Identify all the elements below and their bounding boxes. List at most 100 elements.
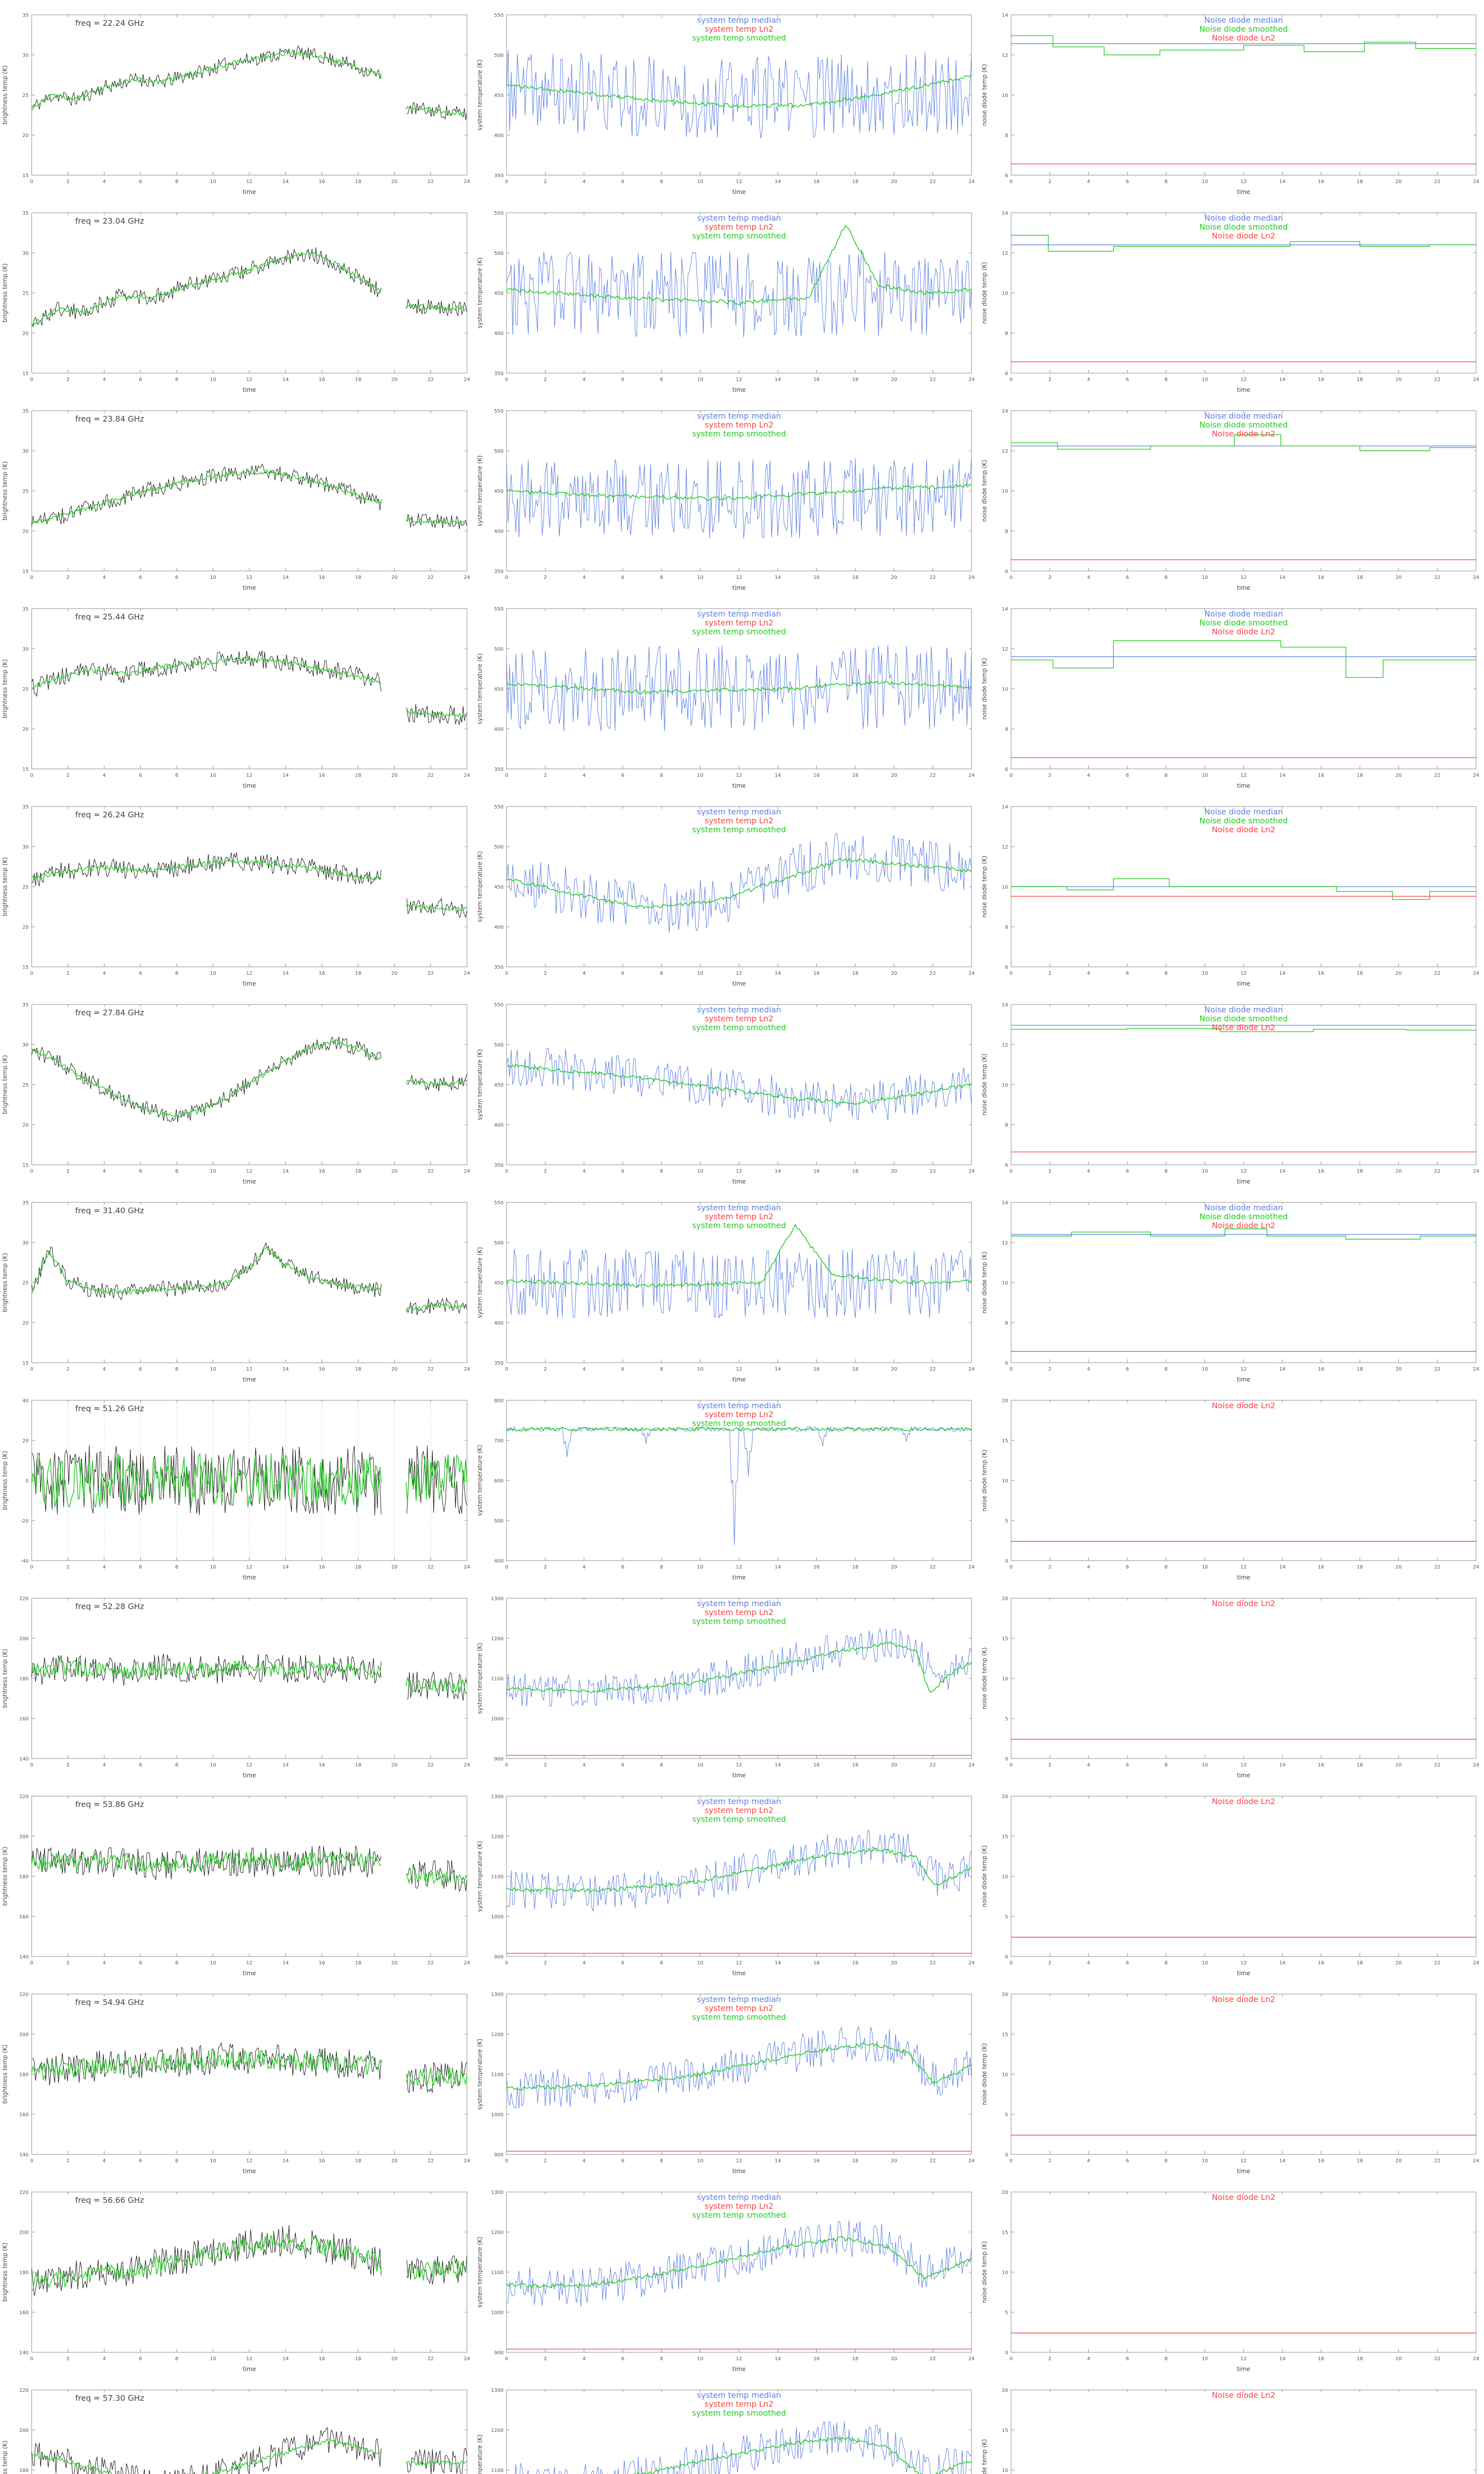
x-tick-label: 20 <box>391 2158 398 2164</box>
x-tick-label: 0 <box>505 2158 508 2164</box>
x-tick-label: 22 <box>1434 575 1440 580</box>
plot-frame <box>31 1202 467 1363</box>
x-tick-label: 14 <box>282 2356 289 2362</box>
y-tick-label: 1300 <box>491 1596 504 1602</box>
x-tick-label: 14 <box>1279 1367 1286 1372</box>
x-tick-label: 12 <box>1241 2158 1247 2164</box>
x-tick-label: 16 <box>813 1762 820 1768</box>
x-tick-label: 22 <box>1434 179 1440 185</box>
tb-smoothed-series <box>406 710 467 717</box>
x-tick-label: 4 <box>1087 179 1090 185</box>
x-tick-label: 16 <box>1318 377 1324 382</box>
x-axis-label: time <box>1237 1772 1250 1779</box>
x-tick-label: 12 <box>246 377 253 382</box>
legend-entry: Noise diode Ln2 <box>1212 825 1275 834</box>
x-tick-label: 10 <box>210 971 216 976</box>
x-tick-label: 12 <box>1241 971 1247 976</box>
x-tick-label: 16 <box>1318 971 1324 976</box>
x-axis-label: time <box>1237 2366 1250 2373</box>
x-tick-label: 14 <box>282 1762 289 1768</box>
y-tick-label: -40 <box>21 1559 29 1564</box>
x-tick-label: 12 <box>246 1565 253 1570</box>
y-tick-label: 200 <box>19 2428 29 2433</box>
y-axis-label: system temperature (K) <box>476 455 483 526</box>
y-tick-label: 500 <box>494 1240 504 1246</box>
y-tick-label: 10 <box>1002 2072 1008 2078</box>
x-tick-label: 8 <box>175 1169 178 1174</box>
x-axis-label: time <box>732 584 745 591</box>
tb-raw-series <box>407 1074 467 1092</box>
y-tick-label: 1200 <box>491 1636 504 1642</box>
legend-entry: system temp median <box>697 1401 781 1410</box>
legend-entry: system temp median <box>697 15 781 25</box>
y-tick-label: 30 <box>22 251 29 256</box>
x-tick-label: 20 <box>391 1960 398 1966</box>
legend-entry: system temp median <box>697 1995 781 2004</box>
x-tick-label: 6 <box>1126 1565 1129 1570</box>
y-tick-label: 20 <box>22 727 29 732</box>
y-tick-label: 550 <box>494 211 504 216</box>
y-tick-label: 8 <box>1005 727 1008 732</box>
x-tick-label: 20 <box>891 179 897 185</box>
y-tick-label: 20 <box>22 1438 29 1444</box>
x-tick-label: 24 <box>464 1169 470 1174</box>
y-tick-label: 20 <box>22 133 29 139</box>
tb-panel: 0 2 4 6 8 10 12 14 16 18 20 22 241520253035brightnes… <box>1 409 470 591</box>
legend-entry: system temp smoothed <box>692 627 786 636</box>
x-tick-label: 14 <box>1279 377 1286 382</box>
freq-label: freq = 57.30 GHz <box>75 2393 144 2403</box>
x-tick-label: 12 <box>1241 1169 1247 1174</box>
y-tick-label: 700 <box>494 1438 504 1444</box>
x-axis-label: time <box>1237 584 1250 591</box>
x-tick-label: 4 <box>102 1960 105 1966</box>
x-tick-label: 2 <box>66 1960 69 1966</box>
y-tick-label: 10 <box>1002 489 1008 494</box>
x-tick-label: 6 <box>1126 1960 1129 1966</box>
y-tick-label: 550 <box>494 409 504 414</box>
x-tick-label: 20 <box>1395 575 1402 580</box>
y-tick-label: 0 <box>1005 2152 1008 2158</box>
y-tick-label: 15 <box>22 767 29 772</box>
tsys-smoothed-series <box>506 1223 972 1288</box>
x-tick-label: 12 <box>736 179 742 185</box>
x-tick-label: 12 <box>736 773 742 778</box>
x-tick-label: 12 <box>736 377 742 382</box>
x-tick-label: 12 <box>736 1169 742 1174</box>
x-tick-label: 2 <box>1048 1367 1051 1372</box>
x-axis-label: time <box>242 1970 256 1977</box>
x-tick-label: 20 <box>891 2356 897 2362</box>
x-tick-label: 10 <box>210 1960 216 1966</box>
x-tick-label: 0 <box>30 179 33 185</box>
legend-entry: system temp smoothed <box>692 2408 786 2418</box>
y-tick-label: 10 <box>1002 687 1008 692</box>
y-tick-label: 500 <box>494 1519 504 1524</box>
tb-smoothed-series <box>406 1454 467 1503</box>
x-tick-label: 6 <box>621 377 624 382</box>
y-tick-label: 0 <box>1005 1757 1008 1762</box>
x-tick-label: 10 <box>210 1762 216 1768</box>
plot-frame <box>31 410 467 571</box>
y-tick-label: 220 <box>19 1596 29 1602</box>
legend-entry: Noise diode smoothed <box>1200 618 1288 627</box>
x-tick-label: 18 <box>355 1169 362 1174</box>
x-tick-label: 24 <box>1473 2356 1480 2362</box>
tb-smoothed-series <box>31 1452 382 1508</box>
x-tick-label: 4 <box>102 377 105 382</box>
x-tick-label: 2 <box>544 1565 547 1570</box>
x-tick-label: 0 <box>505 179 508 185</box>
x-tick-label: 16 <box>1318 1960 1324 1966</box>
legend-entry: system temp smoothed <box>692 1617 786 1626</box>
tb-raw-series <box>31 1037 382 1122</box>
legend-entry: system temp Ln2 <box>704 1410 773 1419</box>
x-tick-label: 2 <box>1048 1762 1051 1768</box>
y-tick-label: 800 <box>494 1398 504 1404</box>
x-tick-label: 12 <box>736 575 742 580</box>
x-tick-label: 20 <box>1395 2356 1402 2362</box>
y-tick-label: 900 <box>494 1954 504 1960</box>
x-tick-label: 6 <box>621 2356 624 2362</box>
x-tick-label: 8 <box>1164 1367 1167 1372</box>
x-tick-label: 2 <box>66 2356 69 2362</box>
x-tick-label: 14 <box>1279 1565 1286 1570</box>
legend-entry: Noise diode smoothed <box>1200 420 1288 429</box>
